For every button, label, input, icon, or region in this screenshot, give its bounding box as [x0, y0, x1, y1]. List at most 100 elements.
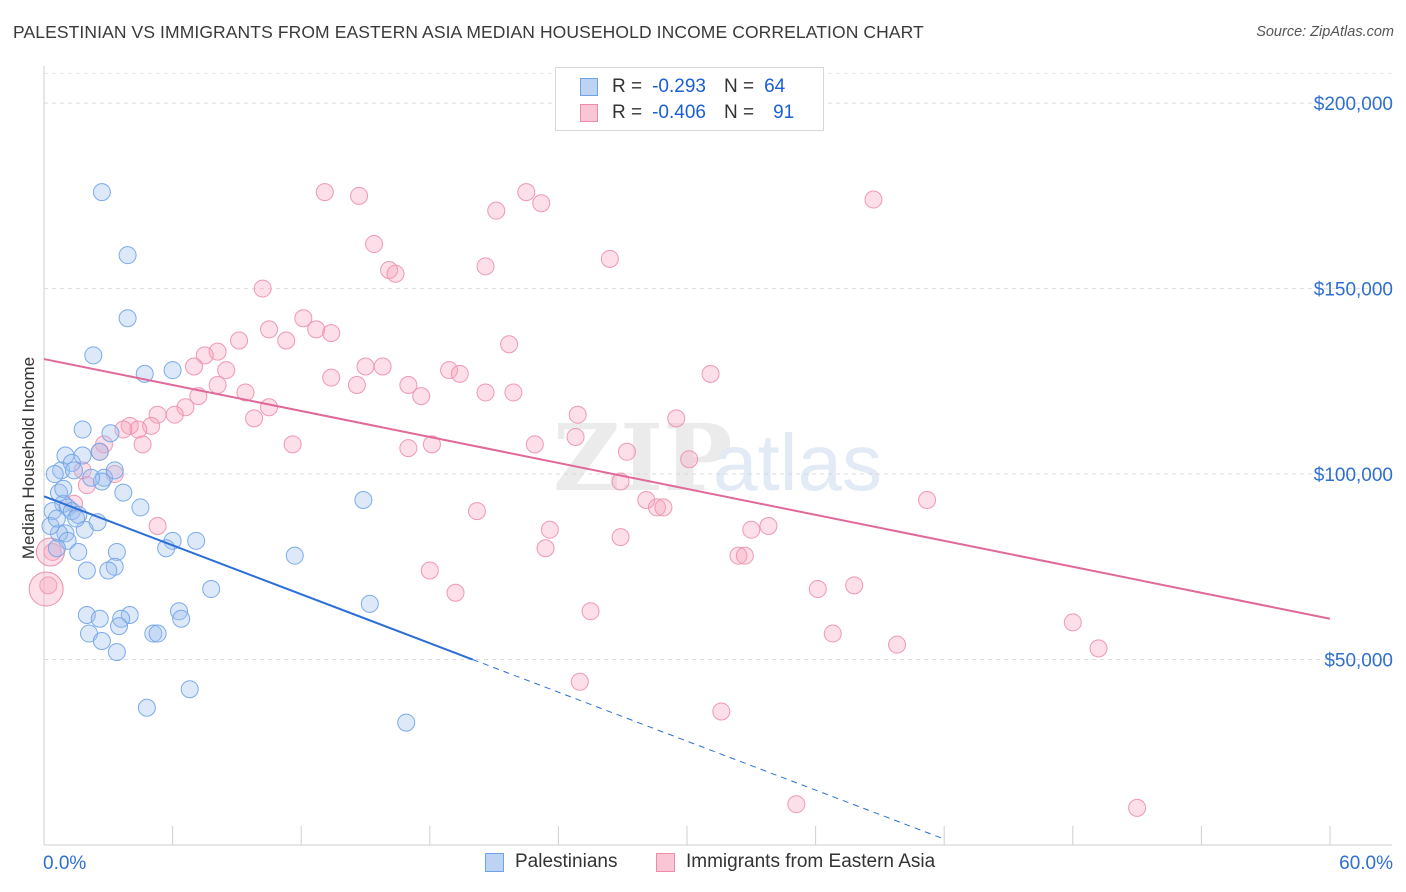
eastern-asia-point: [476, 383, 495, 402]
palestinian-point: [69, 542, 88, 561]
palestinian-point: [73, 420, 92, 439]
eastern-asia-trend-line: [43, 358, 1331, 620]
r-value: -0.406: [652, 102, 706, 123]
eastern-asia-point: [350, 186, 369, 205]
eastern-asia-point: [39, 576, 58, 595]
palestinian-point: [187, 531, 206, 550]
eastern-asia-point: [600, 249, 619, 268]
eastern-asia-point: [322, 368, 341, 387]
palestinian-point: [285, 546, 304, 565]
eastern-asia-point: [315, 183, 334, 202]
eastern-asia-point: [176, 398, 195, 417]
palestinian-point: [105, 461, 124, 480]
n-label: N =: [723, 102, 755, 123]
eastern-asia-point: [532, 194, 551, 213]
palestinian-point: [137, 698, 156, 717]
palestinian-points: [41, 183, 416, 732]
eastern-asia-point: [373, 357, 392, 376]
eastern-asia-point: [185, 357, 204, 376]
eastern-asia-point: [637, 491, 656, 510]
legend-swatch-pink: [580, 104, 598, 122]
palestinian-point: [82, 468, 101, 487]
x-tick-label: 0.0%: [43, 853, 86, 874]
eastern-asia-point: [260, 398, 279, 417]
legend-label: Palestinians: [515, 851, 618, 872]
r-value: -0.293: [652, 76, 706, 97]
eastern-asia-point: [647, 498, 666, 517]
legend-item-eastern-asia: Immigrants from Eastern Asia: [656, 851, 935, 873]
palestinian-point: [54, 479, 73, 498]
y-tick-label: $150,000: [1314, 280, 1393, 301]
palestinian-point: [360, 594, 379, 613]
eastern-asia-point: [148, 516, 167, 535]
eastern-asia-point: [568, 405, 587, 424]
eastern-asia-point: [536, 539, 555, 558]
palestinian-point: [73, 446, 92, 465]
eastern-asia-point: [712, 702, 731, 721]
eastern-asia-point: [654, 498, 673, 517]
eastern-asia-point: [845, 576, 864, 595]
palestinian-point: [202, 580, 221, 599]
eastern-asia-point: [440, 361, 459, 380]
palestinian-point: [172, 609, 191, 628]
palestinian-point: [107, 643, 126, 662]
palestinian-point: [90, 609, 109, 628]
series-legend: Palestinians Immigrants from Eastern Asi…: [0, 851, 1406, 877]
eastern-asia-point: [611, 528, 630, 547]
eastern-asia-point: [500, 335, 519, 354]
palestinian-point: [47, 509, 66, 528]
eastern-asia-point: [245, 409, 264, 428]
eastern-asia-point: [742, 520, 761, 539]
palestinian-point: [92, 472, 111, 491]
palestinian-point: [47, 539, 66, 558]
legend-swatch-blue: [485, 852, 504, 872]
legend-row-palestinians: R = -0.293 N = 64: [580, 75, 785, 99]
eastern-asia-point: [28, 571, 64, 607]
palestinian-point: [92, 631, 111, 650]
eastern-asia-point: [236, 383, 255, 402]
eastern-asia-point: [129, 420, 148, 439]
n-value: 64: [764, 76, 786, 97]
y-axis-label: Median Household Income: [19, 357, 38, 559]
trend-lines: [43, 358, 1331, 840]
palestinian-point: [84, 346, 103, 365]
palestinian-point: [131, 498, 150, 517]
x-tick-label: 60.0%: [1339, 853, 1393, 874]
eastern-asia-point: [467, 502, 486, 521]
tick-labels: $50,000 $100,000 $150,000 $200,000 0.0% 60.0%: [43, 94, 1393, 874]
eastern-asia-point: [667, 409, 686, 428]
eastern-asia-point: [617, 442, 636, 461]
legend-swatch-blue: [580, 78, 598, 96]
palestinian-point: [58, 531, 77, 550]
eastern-asia-point: [476, 257, 495, 276]
y-tick-label: $50,000: [1324, 651, 1393, 672]
palestinian-point: [112, 609, 131, 628]
y-tick-label: $200,000: [1314, 94, 1393, 115]
palestinian-point: [148, 624, 167, 643]
eastern-asia-point: [525, 435, 544, 454]
eastern-asia-point: [566, 427, 585, 446]
correlation-legend: R = -0.293 N = 64 R = -0.406 N = 91: [555, 67, 824, 131]
eastern-asia-point: [759, 516, 778, 535]
palestinian-point: [45, 465, 64, 484]
legend-label: Immigrants from Eastern Asia: [686, 851, 936, 872]
palestinian-point: [144, 624, 163, 643]
eastern-asia-point: [217, 361, 236, 380]
palestinian-point: [180, 680, 199, 699]
eastern-asia-point: [864, 190, 883, 209]
watermark-atlas: atlas: [713, 418, 882, 507]
eastern-asia-point: [680, 450, 699, 469]
eastern-asia-point: [195, 346, 214, 365]
eastern-asia-point: [412, 387, 431, 406]
eastern-asia-point: [253, 279, 272, 298]
palestinian-point: [56, 524, 75, 543]
eastern-asia-point: [365, 235, 384, 254]
palestinian-point: [90, 442, 109, 461]
eastern-asia-point: [277, 331, 296, 350]
eastern-asia-point: [399, 439, 418, 458]
eastern-asia-point: [487, 201, 506, 220]
palestinian-point: [110, 617, 129, 636]
eastern-asia-point: [322, 324, 341, 343]
eastern-asia-point: [1128, 798, 1147, 817]
